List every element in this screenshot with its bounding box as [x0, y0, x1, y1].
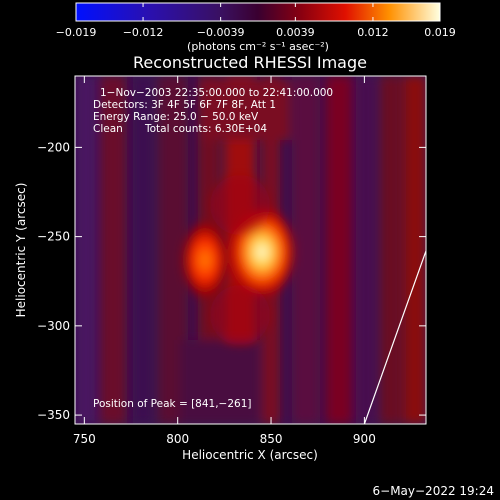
colorbar-tick-label: −0.019 [56, 26, 97, 39]
y-axis-label: Heliocentric Y (arcsec) [14, 183, 28, 318]
x-tick-label: 800 [166, 432, 189, 446]
colorbar-tick-label: 0.0039 [276, 26, 315, 39]
heatmap-image [75, 76, 426, 424]
colorbar [75, 2, 441, 22]
annotation-peak-position: Position of Peak = [841,−261] [93, 398, 252, 410]
footer-date: 6−May−2022 19:24 [373, 484, 495, 498]
colorbar-ticks: −0.019 −0.012 −0.0039 0.0039 0.012 0.019 [56, 3, 456, 39]
y-tick-label: −300 [37, 319, 70, 333]
x-axis-ticks: 750 800 850 900 [73, 76, 376, 446]
chart-title: Reconstructed RHESSI Image [133, 53, 367, 72]
colorbar-tick-label: 0.012 [357, 26, 389, 39]
x-tick-label: 750 [73, 432, 96, 446]
colorbar-tick-label: −0.012 [123, 26, 164, 39]
annotation-time-range: 1−Nov−2003 22:35:00.000 to 22:41:00.000 [100, 87, 333, 99]
y-tick-label: −250 [37, 230, 70, 244]
annotation-energy: Energy Range: 25.0 − 50.0 keV [93, 111, 259, 123]
annotation-method: Clean [93, 123, 123, 135]
x-axis-label: Heliocentric X (arcsec) [182, 448, 318, 462]
y-axis-ticks: −200 −250 −300 −350 [37, 140, 426, 422]
solar-limb-line [363, 250, 427, 425]
annotation-detectors: Detectors: 3F 4F 5F 6F 7F 8F, Att 1 [93, 99, 276, 111]
x-tick-label: 900 [353, 432, 376, 446]
y-tick-label: −350 [37, 408, 70, 422]
colorbar-tick-label: 0.019 [424, 26, 456, 39]
colorbar-tick-label: −0.0039 [197, 26, 245, 39]
x-tick-label: 850 [260, 432, 283, 446]
y-tick-label: −200 [37, 140, 70, 154]
colorbar-unit-label: (photons cm⁻² s⁻¹ asec⁻²) [187, 40, 329, 53]
plot-frame [74, 75, 427, 425]
annotation-counts: Total counts: 6.30E+04 [144, 123, 267, 135]
